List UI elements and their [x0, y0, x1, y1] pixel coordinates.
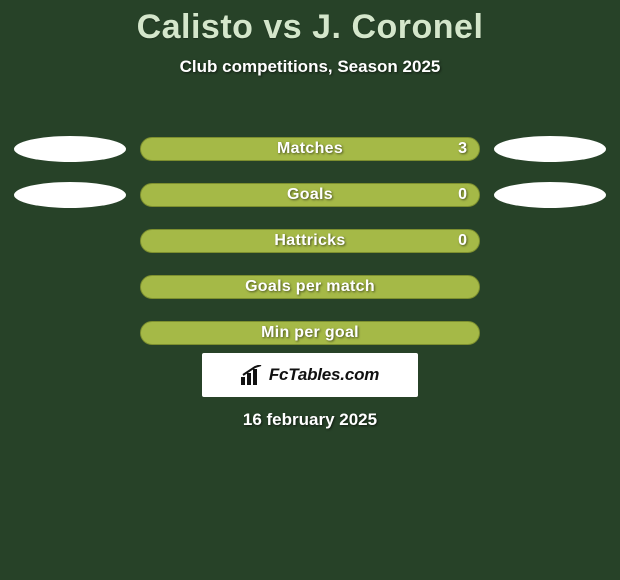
right-ellipse [494, 182, 606, 208]
brand-badge: FcTables.com [202, 353, 418, 397]
subtitle: Club competitions, Season 2025 [0, 57, 620, 77]
left-ellipse [14, 136, 126, 162]
comparison-infographic: Calisto vs J. Coronel Club competitions,… [0, 0, 620, 580]
stat-label: Matches [277, 140, 343, 158]
stat-label: Min per goal [261, 324, 359, 342]
brand-chart-icon [241, 365, 263, 385]
stat-row: Matches 3 [0, 126, 620, 172]
stat-label: Hattricks [274, 232, 345, 250]
stat-bar: Hattricks 0 [140, 229, 480, 253]
stat-value: 3 [458, 140, 467, 158]
stat-row: Goals per match [0, 264, 620, 310]
footer-date: 16 february 2025 [0, 410, 620, 430]
stat-bar: Min per goal [140, 321, 480, 345]
stat-rows: Matches 3 Goals 0 Hattricks 0 Goals per match M… [0, 126, 620, 356]
stat-row: Goals 0 [0, 172, 620, 218]
stat-row: Min per goal [0, 310, 620, 356]
left-ellipse [14, 182, 126, 208]
brand-text: FcTables.com [269, 365, 379, 385]
stat-bar: Goals 0 [140, 183, 480, 207]
stat-value: 0 [458, 186, 467, 204]
stat-bar: Goals per match [140, 275, 480, 299]
right-ellipse [494, 136, 606, 162]
page-title: Calisto vs J. Coronel [0, 0, 620, 47]
stat-label: Goals [287, 186, 333, 204]
stat-label: Goals per match [245, 278, 375, 296]
stat-bar: Matches 3 [140, 137, 480, 161]
stat-value: 0 [458, 232, 467, 250]
stat-row: Hattricks 0 [0, 218, 620, 264]
